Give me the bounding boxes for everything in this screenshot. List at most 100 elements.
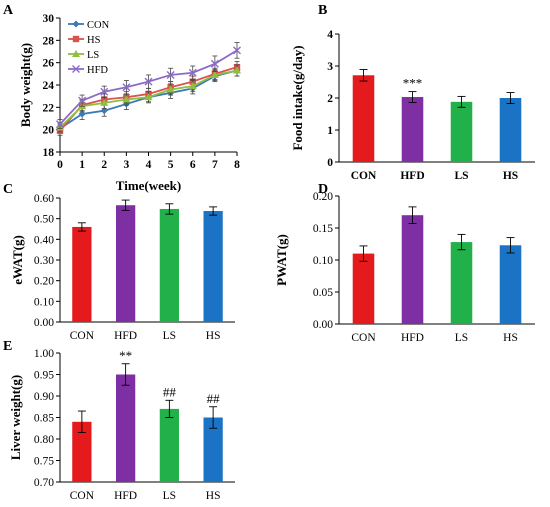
panel-a-series-hfd xyxy=(56,42,241,129)
panel-a-marker-hs xyxy=(72,35,80,43)
panel-a-y-tick-label: 18 xyxy=(43,147,55,159)
panel-d-y-tick-label: 0.15 xyxy=(313,223,333,235)
panel-a-marker-hfd xyxy=(100,87,109,96)
panel-a-y-tick-label: 26 xyxy=(43,58,55,70)
panel-c-bar-con xyxy=(72,226,92,322)
panel-d-y-tick-label: 0.10 xyxy=(313,255,333,267)
panel-label-d: D xyxy=(318,182,328,197)
panel-e-significance-mark: ## xyxy=(163,384,177,399)
panel-a-chart: 18 20 22 24 26 28 30 0 1 2 3 4 5 6 7 8 Time(week) Body we… xyxy=(18,13,241,193)
panel-e-significance-mark: ** xyxy=(119,348,132,363)
panel-a-marker-hfd xyxy=(233,46,241,55)
panel-a-marker-ls xyxy=(210,70,219,78)
panel-d-x-tick-label: LS xyxy=(455,332,468,344)
panel-a-marker-con xyxy=(72,20,80,28)
panel-b-x-tick-label: CON xyxy=(351,170,377,182)
panel-b-x-tick-label: LS xyxy=(454,170,468,182)
panel-a-x-tick-label: 2 xyxy=(101,159,107,171)
panel-label-b: B xyxy=(318,3,327,18)
panel-a-x-tick-label: 0 xyxy=(57,159,63,171)
panel-a-x-tick-label: 4 xyxy=(146,159,152,171)
panel-a-marker-hfd xyxy=(72,65,80,73)
panel-a-legend-label: HS xyxy=(87,35,101,46)
panel-d-y-tick-label: 0.20 xyxy=(313,191,333,203)
panel-c-y-tick-label: 0.50 xyxy=(34,214,54,226)
panel-a-marker-hfd xyxy=(210,59,219,68)
panel-a-marker-ls xyxy=(122,95,131,103)
panel-a-x-tick-label: 3 xyxy=(124,159,130,171)
panel-d-x-tick-label: CON xyxy=(351,332,376,344)
panel-a-y-tick-label: 30 xyxy=(43,13,55,25)
panel-e-y-tick-label: 0.90 xyxy=(34,391,54,403)
panel-e-bar-con xyxy=(72,421,92,482)
panel-a-marker-hfd xyxy=(188,68,197,77)
panel-label-c: C xyxy=(3,182,13,197)
panel-a-legend-label: LS xyxy=(87,50,99,61)
panel-c-x-tick-label: CON xyxy=(70,330,95,342)
panel-d-bar-con xyxy=(352,253,375,324)
panel-e-y-axis-title: Liver weight(g) xyxy=(8,375,23,460)
panel-e-y-tick-label: 0.85 xyxy=(34,413,54,425)
panel-a-marker-ls xyxy=(166,85,175,93)
panel-a-y-tick-label: 28 xyxy=(43,35,55,47)
panel-b-y-tick-label: 1 xyxy=(327,125,333,137)
panel-c-chart: 0.00 0.10 0.20 0.30 0.40 0.50 0.60 CON HFD LS HS eW… xyxy=(10,193,235,342)
panel-e-bar-hfd xyxy=(116,374,136,482)
panel-a-x-tick-label: 6 xyxy=(190,159,196,171)
panel-e-y-tick-label: 0.70 xyxy=(34,477,54,489)
panel-a-marker-ls xyxy=(100,98,109,106)
panel-a-x-tick-label: 5 xyxy=(168,159,174,171)
panel-a-y-tick-label: 20 xyxy=(43,125,55,137)
panel-d-x-tick-label: HS xyxy=(503,332,518,344)
panel-e-y-tick-label: 0.95 xyxy=(34,370,54,382)
panel-label-a: A xyxy=(3,3,14,18)
panel-a-marker-ls xyxy=(72,50,80,57)
panel-c-x-tick-label: LS xyxy=(163,330,176,342)
panel-a-marker-con xyxy=(78,110,86,118)
panel-e-x-tick-label: LS xyxy=(163,490,176,502)
panel-c-y-axis-title: eWAT(g) xyxy=(10,235,25,285)
panel-c-x-tick-label: HFD xyxy=(114,330,137,342)
panel-b-bar-hfd xyxy=(401,97,424,162)
panel-a-y-tick-label: 22 xyxy=(43,102,55,114)
panel-d-bar-hfd xyxy=(401,215,424,324)
panel-a-legend-label: HFD xyxy=(87,65,108,76)
panel-a-legend-label: CON xyxy=(87,20,110,31)
panel-c-y-tick-label: 0.60 xyxy=(34,193,54,205)
panel-b-y-axis-title: Food intake(g/day) xyxy=(290,45,305,150)
panel-e-chart: 0.70 0.75 0.80 0.85 0.90 0.95 1.00 CON HFD ** LS ##… xyxy=(8,348,235,502)
panel-d-bar-ls xyxy=(450,242,473,324)
panel-e-x-tick-label: HFD xyxy=(114,490,137,502)
panel-a-marker-ls xyxy=(233,66,241,74)
panel-a-legend: CON HS LS HFD xyxy=(68,20,110,76)
panel-d-bar-hs xyxy=(499,245,522,324)
panel-c-x-tick-label: HS xyxy=(206,330,221,342)
panel-b-chart: 0 1 2 3 4 CON HFD *** LS HS Food intake(g/day) xyxy=(290,29,535,182)
panel-b-y-tick-label: 3 xyxy=(327,61,333,73)
panel-c-bar-hfd xyxy=(116,205,136,322)
panel-c-y-tick-label: 0.30 xyxy=(34,255,54,267)
panel-d-y-tick-label: 0.05 xyxy=(313,287,333,299)
panel-c-y-tick-label: 0.20 xyxy=(34,276,54,288)
panel-b-bar-con xyxy=(352,75,375,162)
panel-a-x-tick-label: 8 xyxy=(234,159,240,171)
panel-b-y-tick-label: 0 xyxy=(327,157,333,169)
panel-d-y-tick-label: 0.00 xyxy=(313,319,333,331)
panel-c-bar-hs xyxy=(203,211,223,322)
panel-b-y-tick-label: 2 xyxy=(327,93,333,105)
panel-a-marker-ls xyxy=(188,82,197,90)
panel-e-significance-mark: ## xyxy=(207,391,221,406)
panel-e-bar-hs xyxy=(203,417,223,482)
panel-a-marker-hfd xyxy=(78,96,87,105)
panel-b-x-tick-label: HFD xyxy=(400,170,424,182)
panel-e-y-tick-label: 1.00 xyxy=(34,348,54,360)
panel-a-marker-hfd xyxy=(56,120,64,129)
panel-a-x-tick-label: 1 xyxy=(79,159,85,171)
panel-d-x-tick-label: HFD xyxy=(401,332,424,344)
panel-a-marker-con xyxy=(100,107,108,115)
panel-b-y-tick-label: 4 xyxy=(327,29,333,41)
panel-c-y-tick-label: 0.00 xyxy=(34,317,54,329)
panel-c-y-tick-label: 0.10 xyxy=(34,296,54,308)
panel-b-x-tick-label: HS xyxy=(503,170,518,182)
